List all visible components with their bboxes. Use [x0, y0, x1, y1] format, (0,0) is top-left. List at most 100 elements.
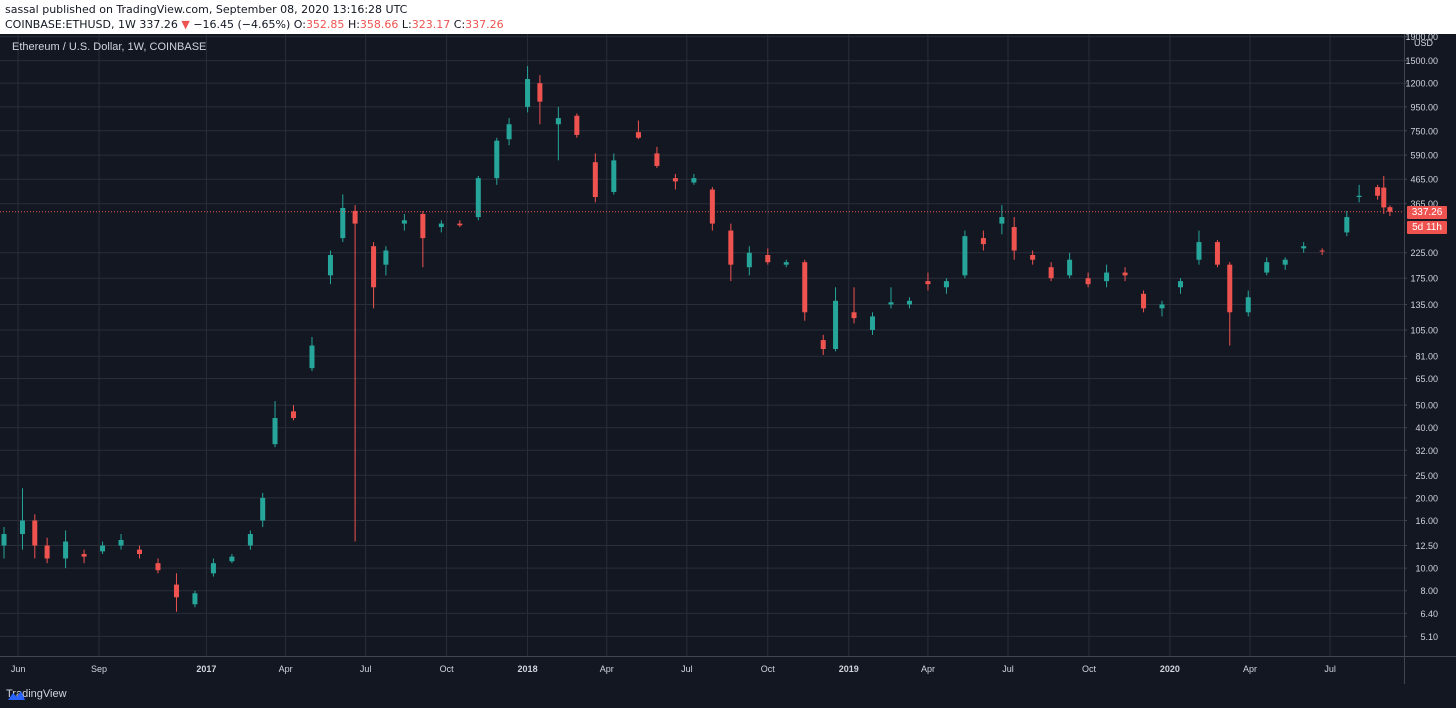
candle-body: [691, 178, 697, 183]
close-value: 337.26: [465, 18, 504, 31]
y-tick-label: 590.00: [1410, 151, 1438, 161]
candle-body: [291, 411, 297, 419]
candle-body: [1067, 259, 1073, 276]
close-label: C:: [453, 18, 466, 31]
tradingview-cloud-icon: [8, 691, 25, 700]
published-info: sassal published on TradingView.com, Sep…: [5, 3, 408, 16]
x-tick-label: 2017: [196, 664, 216, 674]
y-tick-label: 81.00: [1415, 352, 1438, 362]
candle-down: [1085, 272, 1091, 288]
candle-body: [851, 312, 857, 319]
candle-up: [962, 230, 968, 279]
candle-body: [999, 217, 1005, 224]
candle-up: [229, 553, 235, 564]
publication-header: sassal published on TradingView.com, Sep…: [0, 0, 1456, 34]
candle-body: [820, 340, 826, 349]
candle-body: [1264, 262, 1270, 273]
candle-body: [81, 553, 87, 557]
candle-body: [1177, 281, 1183, 288]
candle-up: [19, 488, 25, 550]
candle-up: [247, 530, 253, 550]
x-tick-label: Jul: [1324, 664, 1336, 674]
x-tick-label: Apr: [279, 664, 293, 674]
candle-body: [44, 545, 50, 559]
x-tick-label: Apr: [921, 664, 935, 674]
x-tick-label: Oct: [440, 664, 455, 674]
candle-body: [1159, 304, 1165, 309]
candle-body: [783, 262, 789, 265]
candle-body: [537, 83, 543, 102]
open-value: 352.85: [305, 18, 345, 31]
candlestick-chart[interactable]: 1900.00 1500.00 1200.00 950.00 750.00 590.00 4…: [0, 34, 1456, 684]
candle-down: [851, 287, 857, 324]
x-tick-label: Apr: [600, 664, 614, 674]
x-tick-label: Jul: [681, 664, 693, 674]
candle-up: [260, 492, 266, 528]
y-tick-label: 40.00: [1415, 423, 1438, 433]
open-label: O:: [293, 18, 306, 31]
candle-up: [210, 558, 216, 577]
candle-body: [980, 238, 986, 245]
candle-body: [525, 79, 531, 107]
candle-body: [654, 153, 660, 166]
candle-body: [260, 497, 266, 521]
chart-area[interactable]: 1900.00 1500.00 1200.00 950.00 750.00 590.00 4…: [0, 34, 1456, 684]
candle-up: [943, 278, 949, 294]
candle-up: [999, 205, 1005, 235]
candle-body: [592, 162, 598, 198]
high-value: 358.66: [359, 18, 399, 31]
y-tick-label: 32.00: [1415, 446, 1438, 456]
candle-up: [1177, 278, 1183, 294]
candle-body: [611, 160, 617, 192]
candle-up: [272, 401, 278, 448]
tradingview-logo[interactable]: TradingView: [6, 688, 67, 700]
candle-down: [1122, 267, 1128, 282]
candle-down: [672, 173, 678, 190]
candle-up: [192, 590, 198, 608]
candle-body: [1, 534, 7, 546]
candle-up: [340, 194, 346, 243]
candle-up: [118, 534, 124, 550]
candle-body: [63, 541, 69, 559]
y-tick-label: 12.50: [1415, 541, 1438, 551]
candle-up: [555, 106, 561, 161]
candle-body: [1381, 187, 1387, 208]
candle-body: [272, 418, 278, 445]
candle-down: [654, 146, 660, 168]
x-tick-label: 2018: [518, 664, 538, 674]
candle-body: [32, 520, 38, 546]
candle-body: [457, 223, 463, 226]
candle-up: [1264, 257, 1270, 276]
candle-body: [229, 556, 235, 562]
candle-down: [420, 210, 426, 268]
candle-up: [1344, 210, 1350, 237]
candle-down: [820, 334, 826, 355]
candle-down: [980, 230, 986, 251]
axis-layer: 1900.00 1500.00 1200.00 950.00 750.00 590.00 4…: [0, 34, 1438, 674]
candle-body: [943, 281, 949, 288]
candle-body: [574, 115, 580, 135]
candle-body: [746, 252, 752, 268]
high-label: H:: [347, 18, 360, 31]
candle-down: [32, 514, 38, 559]
candle-body: [1319, 250, 1325, 252]
candle-down: [1375, 184, 1381, 200]
candle-body: [118, 540, 124, 546]
candle-body: [802, 262, 808, 313]
candle-down: [173, 573, 179, 612]
y-tick-label: 225.00: [1410, 248, 1438, 258]
grid-layer: [0, 34, 1456, 684]
candle-body: [709, 189, 715, 224]
candle-body: [925, 281, 931, 285]
chart-title: Ethereum / U.S. Dollar, 1W, COINBASE: [12, 41, 207, 53]
candle-body: [1141, 293, 1147, 309]
y-tick-label: 750.00: [1410, 126, 1438, 136]
candle-down: [574, 113, 580, 138]
candle-body: [155, 563, 161, 571]
candle-up: [506, 118, 512, 146]
y-tick-label: 1900.00: [1405, 34, 1438, 42]
candle-down: [44, 537, 50, 564]
candle-down: [1381, 175, 1387, 214]
symbol-ohlc-line: COINBASE:ETHUSD, 1W 337.26 ▼ −16.45 (−4.…: [5, 18, 504, 31]
bar-countdown-tag: 5d 11h: [1407, 221, 1447, 234]
